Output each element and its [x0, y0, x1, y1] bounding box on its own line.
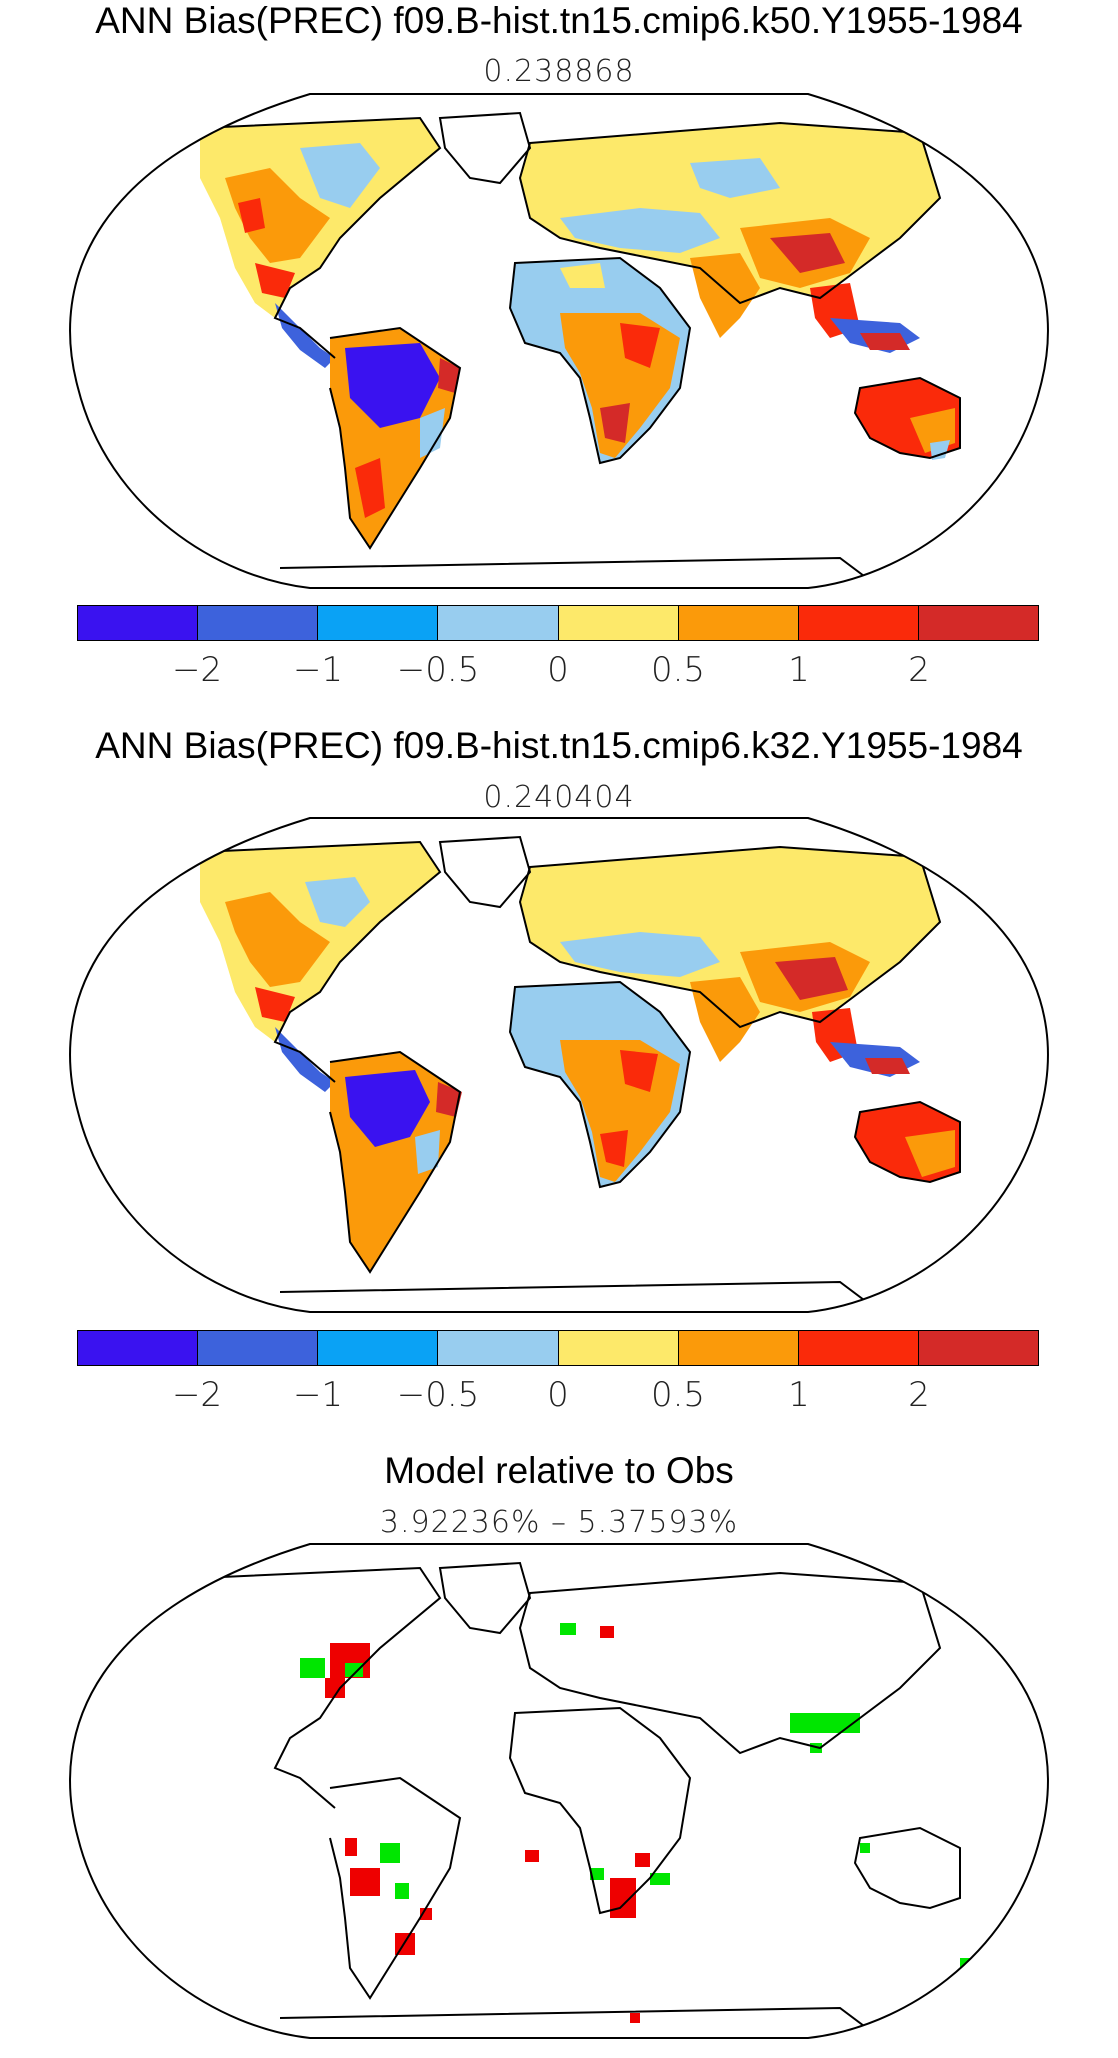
- colorbar-tick-label: −0.5: [396, 650, 480, 690]
- colorbar-swatch: [918, 606, 1038, 640]
- panel-1-subtitle: 0.238868: [483, 54, 635, 89]
- panel-1-land-fill: [200, 113, 960, 588]
- panel-3-coastlines: [199, 1561, 961, 2038]
- panel-1-colorbar: [77, 605, 1039, 641]
- colorbar-swatch: [78, 1331, 199, 1365]
- colorbar-swatch: [438, 1331, 559, 1365]
- colorbar-tick-label: −2: [171, 1375, 223, 1415]
- colorbar-swatch: [558, 1331, 679, 1365]
- panel-2-colorbar: [77, 1330, 1039, 1366]
- colorbar-swatch: [678, 606, 799, 640]
- colorbar-swatch: [318, 606, 439, 640]
- panel-3-difference-marks: [300, 1623, 985, 2023]
- colorbar-tick-label: 2: [908, 650, 930, 690]
- panel-2-land-fill: [200, 837, 960, 1272]
- colorbar-swatch: [198, 606, 319, 640]
- colorbar-swatch: [558, 606, 679, 640]
- panel-3-map: [69, 1543, 1049, 2039]
- colorbar-swatch: [678, 1331, 799, 1365]
- colorbar-swatch: [918, 1331, 1038, 1365]
- panel-2-map-border: [69, 817, 1049, 1313]
- panel-1-title: ANN Bias(PREC) f09.B-hist.tn15.cmip6.k50…: [95, 0, 1023, 41]
- panel-1-coastlines: [199, 111, 961, 588]
- colorbar-tick-label: 0.5: [650, 1375, 706, 1415]
- colorbar-tick-label: −2: [171, 650, 223, 690]
- colorbar-swatch: [318, 1331, 439, 1365]
- colorbar-tick-label: 0: [547, 1375, 569, 1415]
- colorbar-swatch: [438, 606, 559, 640]
- colorbar-tick-label: 2: [908, 1375, 930, 1415]
- panel-2-colorbar-ticks: −2 −1 −0.5 0 0.5 1 2: [0, 1375, 1118, 1419]
- panel-3-subtitle: 3.92236% – 5.37593%: [379, 1505, 739, 1540]
- panel-3-map-border: [69, 1543, 1049, 2039]
- panel-1-map: [69, 93, 1049, 589]
- colorbar-swatch: [78, 606, 199, 640]
- colorbar-tick-label: −1: [292, 650, 344, 690]
- colorbar-swatch: [198, 1331, 319, 1365]
- colorbar-tick-label: 0: [547, 650, 569, 690]
- panel-2-title: ANN Bias(PREC) f09.B-hist.tn15.cmip6.k32…: [95, 725, 1023, 766]
- colorbar-tick-label: −1: [292, 1375, 344, 1415]
- colorbar-swatch: [798, 1331, 919, 1365]
- panel-1-map-border: [69, 93, 1049, 589]
- panel-1-colorbar-ticks: −2 −1 −0.5 0 0.5 1 2: [0, 650, 1118, 694]
- colorbar-tick-label: −0.5: [396, 1375, 480, 1415]
- colorbar-tick-label: 0.5: [650, 650, 706, 690]
- panel-2-map: [69, 817, 1049, 1313]
- colorbar-swatch: [798, 606, 919, 640]
- colorbar-tick-label: 1: [788, 1375, 810, 1415]
- colorbar-tick-label: 1: [788, 650, 810, 690]
- panel-2-subtitle: 0.240404: [483, 780, 635, 815]
- panel-3-title: Model relative to Obs: [384, 1450, 734, 1491]
